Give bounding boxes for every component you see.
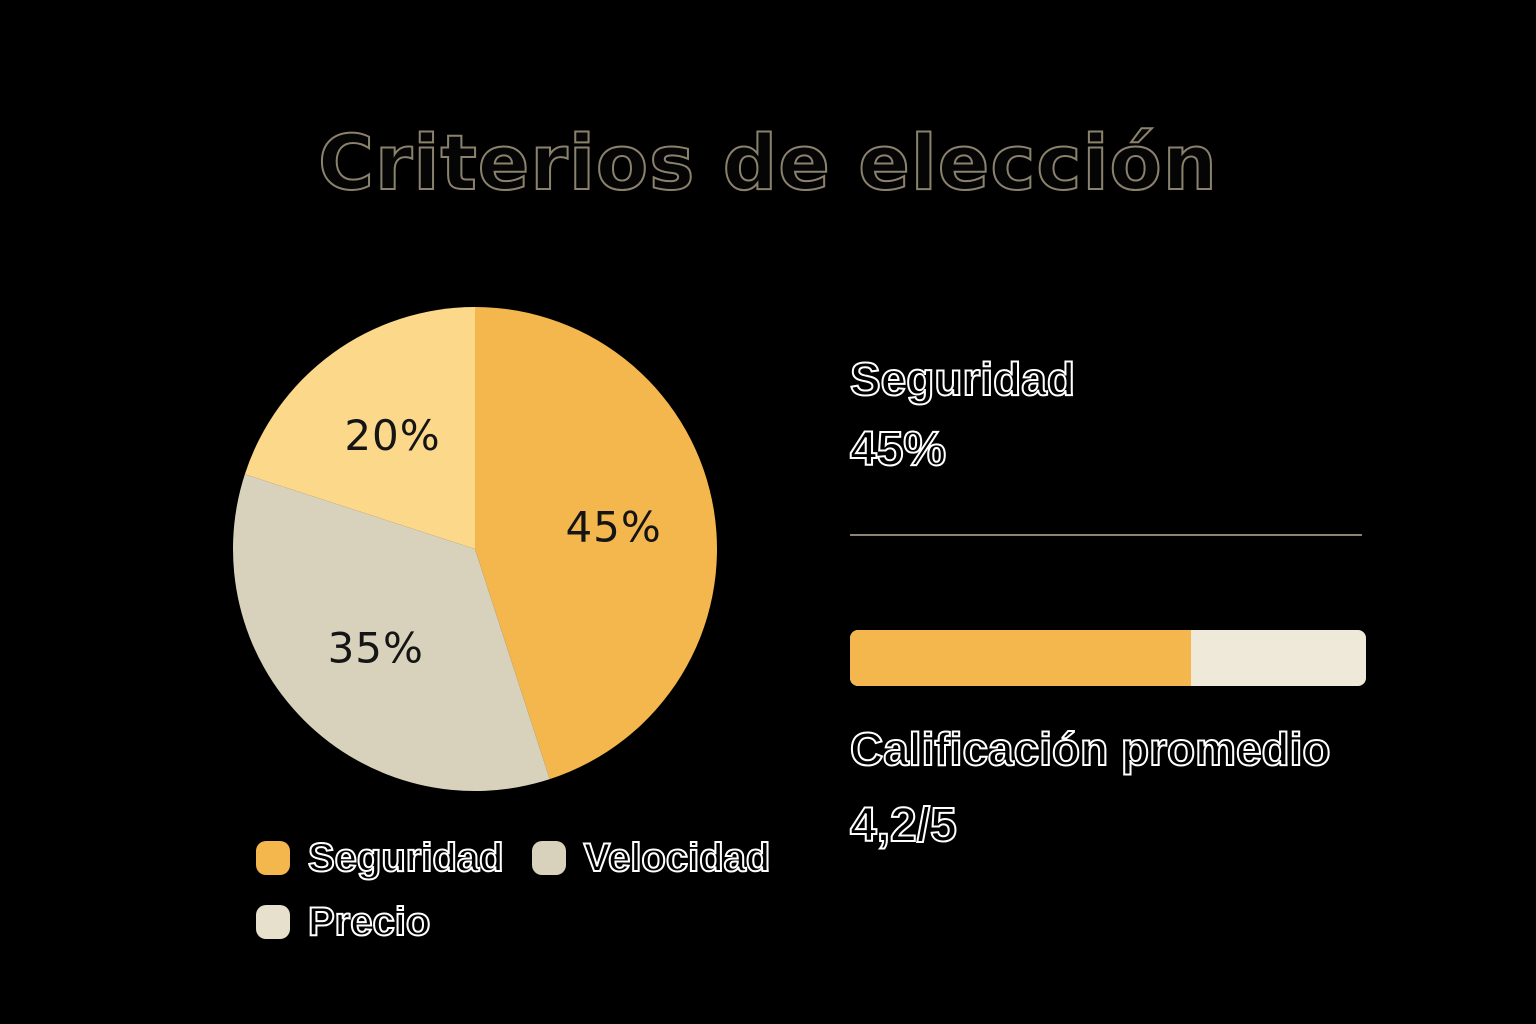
pie-label-precio: 20%	[344, 411, 440, 460]
pie-slice-velocidad	[233, 474, 550, 791]
rating-value: 4,2/5	[849, 798, 958, 853]
legend-label-precio: Precio	[307, 899, 431, 945]
legend-swatch-velocidad	[531, 841, 566, 875]
legend-label-velocidad: Velocidad	[583, 835, 772, 881]
chart-title: Criterios de elección	[317, 117, 1218, 208]
pie-slice-seguridad	[475, 307, 717, 780]
pie-label-velocidad: 35%	[328, 624, 424, 673]
legend-label-seguridad: Seguridad	[307, 835, 505, 881]
legend-swatch-precio	[256, 905, 290, 939]
stats-divider	[850, 534, 1362, 536]
legend-item-precio: Precio	[256, 899, 431, 945]
pie-label-seguridad: 45%	[565, 503, 661, 552]
rating-label: Calificación promedio	[849, 722, 1332, 776]
seguridad-stat-label: Seguridad	[849, 352, 1076, 406]
seguridad-stat-value: 45%	[849, 422, 947, 477]
legend-item-seguridad: Seguridad	[256, 835, 505, 881]
rating-bar-fill	[850, 630, 1191, 686]
pie-slice-precio	[244, 307, 475, 549]
legend-item-velocidad: Velocidad	[531, 835, 772, 881]
rating-bar	[850, 630, 1366, 686]
legend-swatch-seguridad	[256, 841, 290, 875]
legend: Seguridad Velocidad Precio	[256, 835, 796, 945]
